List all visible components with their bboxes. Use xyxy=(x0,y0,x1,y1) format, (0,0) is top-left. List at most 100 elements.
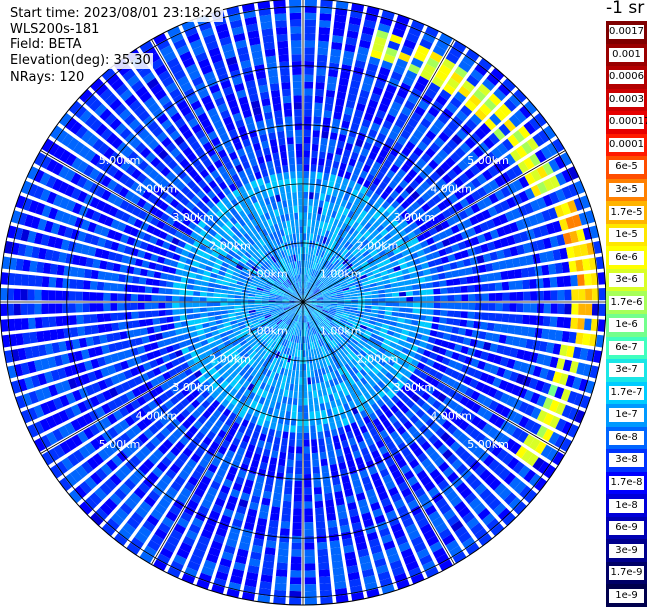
ppi-cell xyxy=(549,356,559,369)
ppi-cell xyxy=(372,202,381,211)
ppi-cell xyxy=(376,398,385,408)
ppi-cell xyxy=(393,265,402,272)
ppi-cell xyxy=(294,487,302,495)
ppi-cell xyxy=(341,230,348,239)
ppi-cell xyxy=(126,329,135,339)
ppi-cell xyxy=(303,226,307,234)
ppi-cell xyxy=(466,320,475,328)
ppi-cell xyxy=(500,420,511,433)
ppi-cell xyxy=(493,502,507,516)
ppi-cell xyxy=(327,76,338,85)
ppi-cell xyxy=(411,393,421,403)
ppi-cell xyxy=(413,81,426,93)
ppi-cell xyxy=(331,257,338,265)
ppi-cell xyxy=(325,261,332,269)
ppi-cell xyxy=(41,276,50,288)
ppi-cell xyxy=(509,347,519,358)
ppi-cell xyxy=(554,330,564,342)
ppi-cell xyxy=(491,444,503,457)
ppi-cell xyxy=(341,439,349,449)
ppi-cell xyxy=(560,388,571,402)
ppi-cell xyxy=(293,391,298,399)
ppi-cell xyxy=(437,201,447,212)
ppi-cell xyxy=(304,47,315,55)
ppi-cell xyxy=(333,441,342,450)
ppi-cell xyxy=(364,343,373,351)
ppi-cell xyxy=(261,300,269,302)
ppi-cell xyxy=(431,274,439,281)
ppi-cell xyxy=(410,404,421,414)
ppi-cell xyxy=(304,501,313,509)
ppi-cell xyxy=(494,416,506,429)
ppi-cell xyxy=(595,256,605,270)
ppi-cell xyxy=(368,388,377,397)
ppi-cell xyxy=(524,187,536,200)
ppi-cell xyxy=(552,451,565,466)
ppi-cell xyxy=(403,342,413,349)
ppi-cell xyxy=(451,134,463,146)
ppi-cell xyxy=(491,261,501,271)
ppi-cell xyxy=(385,371,394,380)
ppi-cell xyxy=(312,286,318,293)
ppi-cell xyxy=(428,82,441,94)
ppi-cell xyxy=(347,253,354,261)
ppi-cell xyxy=(90,324,99,335)
ppi-cell xyxy=(269,400,276,409)
ppi-cell xyxy=(389,255,398,263)
ppi-cell xyxy=(14,318,23,331)
ppi-cell xyxy=(476,393,487,405)
ppi-cell xyxy=(474,312,482,320)
ppi-cell xyxy=(333,269,341,276)
ppi-cell xyxy=(416,233,426,242)
ppi-cell xyxy=(211,268,220,274)
ppi-cell xyxy=(466,276,475,284)
ppi-cell xyxy=(442,448,454,460)
ppi-cell xyxy=(510,149,522,162)
ppi-cell xyxy=(356,313,364,318)
ppi-cell xyxy=(405,409,415,420)
ppi-cell xyxy=(89,314,98,324)
ppi-cell xyxy=(381,241,390,249)
ppi-cell xyxy=(349,350,357,358)
ppi-cell xyxy=(308,306,315,311)
ppi-cell xyxy=(340,222,348,231)
ppi-cell xyxy=(548,158,560,173)
ppi-cell xyxy=(328,246,334,255)
ppi-cell xyxy=(326,209,333,217)
ppi-cell xyxy=(423,529,436,541)
ppi-cell xyxy=(167,323,175,330)
ppi-cell xyxy=(365,189,374,198)
ppi-cell xyxy=(371,298,379,302)
ppi-cell xyxy=(305,315,309,323)
ppi-cell xyxy=(279,534,290,543)
ppi-cell xyxy=(288,390,294,398)
ppi-cell xyxy=(220,302,228,306)
ppi-cell xyxy=(318,151,326,160)
ppi-cell xyxy=(465,473,478,486)
ppi-cell xyxy=(374,557,387,568)
ppi-cell xyxy=(474,63,488,77)
ppi-cell xyxy=(362,315,371,320)
ppi-cell xyxy=(366,421,375,431)
ppi-cell xyxy=(330,305,338,308)
ppi-cell xyxy=(372,43,385,53)
ppi-cell xyxy=(399,220,409,229)
ppi-cell xyxy=(317,431,324,439)
ppi-cell xyxy=(351,383,359,392)
ppi-cell xyxy=(379,165,389,175)
ppi-cell xyxy=(131,311,139,319)
ppi-cell xyxy=(339,382,347,390)
ppi-cell xyxy=(435,354,445,363)
ppi-cell xyxy=(449,261,458,270)
ppi-cell xyxy=(335,312,343,317)
ppi-cell xyxy=(372,384,381,393)
ppi-cell xyxy=(393,436,404,446)
ppi-cell xyxy=(421,391,431,401)
ppi-cell xyxy=(478,331,487,340)
ppi-cell xyxy=(471,190,482,202)
ppi-cell xyxy=(316,295,323,299)
ppi-cell xyxy=(391,566,405,577)
ppi-cell xyxy=(522,279,530,290)
ppi-cell xyxy=(221,285,229,290)
ppi-cell xyxy=(372,177,382,187)
